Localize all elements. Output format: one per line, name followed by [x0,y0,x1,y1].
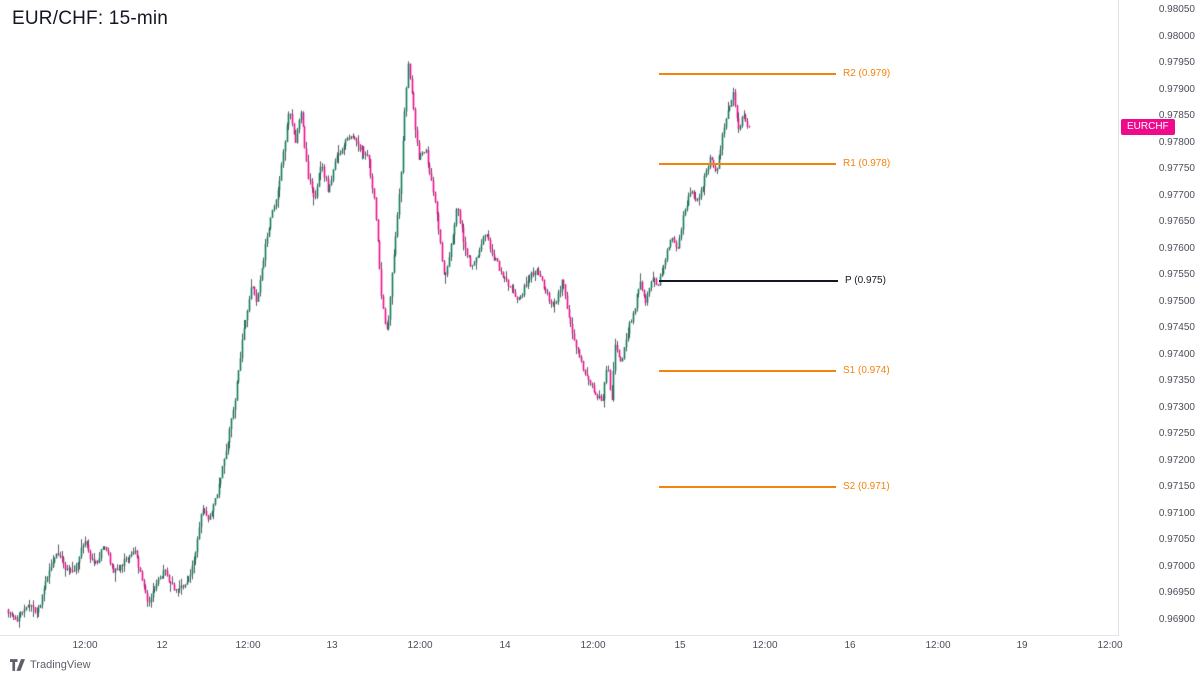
tradingview-attribution[interactable]: TradingView [10,659,91,671]
price-tick-label: 0.97000 [1158,560,1195,572]
price-axis[interactable]: EURCHF 0.98050 0.98000 0.97950 0.97900 0.978… [1119,0,1200,635]
pivot-lines-layer: R2 (0.979) R1 (0.978) P (0.975) S1 (0.974) S… [659,67,891,493]
time-tick-label: 12:00 [752,640,778,651]
price-tick-label: 0.97300 [1158,401,1195,413]
price-tick-label: 0.97550 [1158,269,1195,281]
price-tick-label: 0.97400 [1158,348,1195,360]
price-tick-label: 0.98050 [1158,4,1195,15]
time-tick-label: 19 [1016,640,1028,651]
pivot-line-p[interactable] [659,279,838,282]
time-tick-label: 12:00 [1097,640,1123,651]
pivot-line-s1[interactable] [659,369,836,372]
price-tick-label: 0.97350 [1158,375,1195,387]
price-tick-label: 0.97800 [1158,136,1195,148]
price-tick-label: 0.97750 [1158,163,1195,175]
price-tick-label: 0.97450 [1158,322,1195,334]
pivot-label-r2[interactable]: R2 (0.979) [843,67,891,79]
time-tick-label: 15 [674,640,686,651]
pivot-label-p[interactable]: P (0.975) [845,274,886,286]
time-tick-label: 12 [156,640,168,651]
time-tick-label: 12:00 [407,640,433,651]
pivot-line-r2[interactable] [659,72,836,75]
chart-plot-area[interactable]: R2 (0.979) R1 (0.978) P (0.975) S1 (0.974) S… [0,0,1119,636]
symbol-price-badge[interactable]: EURCHF [1121,118,1175,135]
pivot-line-s2[interactable] [659,486,836,489]
price-tick-label: 0.97900 [1158,83,1195,95]
price-tick-label: 0.97700 [1158,189,1195,201]
price-tick-label: 0.96900 [1158,614,1195,625]
price-tick-label: 0.97150 [1158,481,1195,493]
price-tick-label: 0.97200 [1158,454,1195,466]
tradingview-logo-icon [10,659,25,671]
price-tick-label: 0.97650 [1158,216,1195,228]
time-tick-label: 13 [326,640,338,651]
time-tick-label: 12:00 [580,640,606,651]
price-tick-label: 0.97100 [1158,507,1195,519]
time-tick-label: 14 [499,640,511,651]
tradingview-logo-text: TradingView [30,659,91,671]
chart-title: EUR/CHF: 15-min [12,8,169,29]
time-tick-label: 16 [844,640,856,651]
price-tick-label: 0.97500 [1158,295,1195,307]
candlestick-canvas[interactable] [0,0,1118,635]
pivot-label-s2[interactable]: S2 (0.971) [843,481,890,493]
time-tick-label: 12:00 [235,640,261,651]
time-tick-label: 12:00 [925,640,951,651]
pivot-line-r1[interactable] [659,162,836,165]
price-tick-label: 0.97850 [1158,110,1195,122]
price-tick-label: 0.97600 [1158,242,1195,254]
time-tick-label: 12:00 [72,640,98,651]
price-tick-label: 0.96950 [1158,587,1195,599]
price-tick-label: 0.97250 [1158,428,1195,440]
pivot-label-s1[interactable]: S1 (0.974) [843,364,890,376]
time-axis[interactable]: 12:00 12 12:00 13 12:00 14 12:00 15 12:00 16 12:00… [0,636,1122,675]
price-tick-label: 0.97050 [1158,534,1195,546]
price-tick-label: 0.97950 [1158,57,1195,69]
pivot-label-r1[interactable]: R1 (0.978) [843,157,891,169]
price-tick-label: 0.98000 [1158,30,1195,42]
